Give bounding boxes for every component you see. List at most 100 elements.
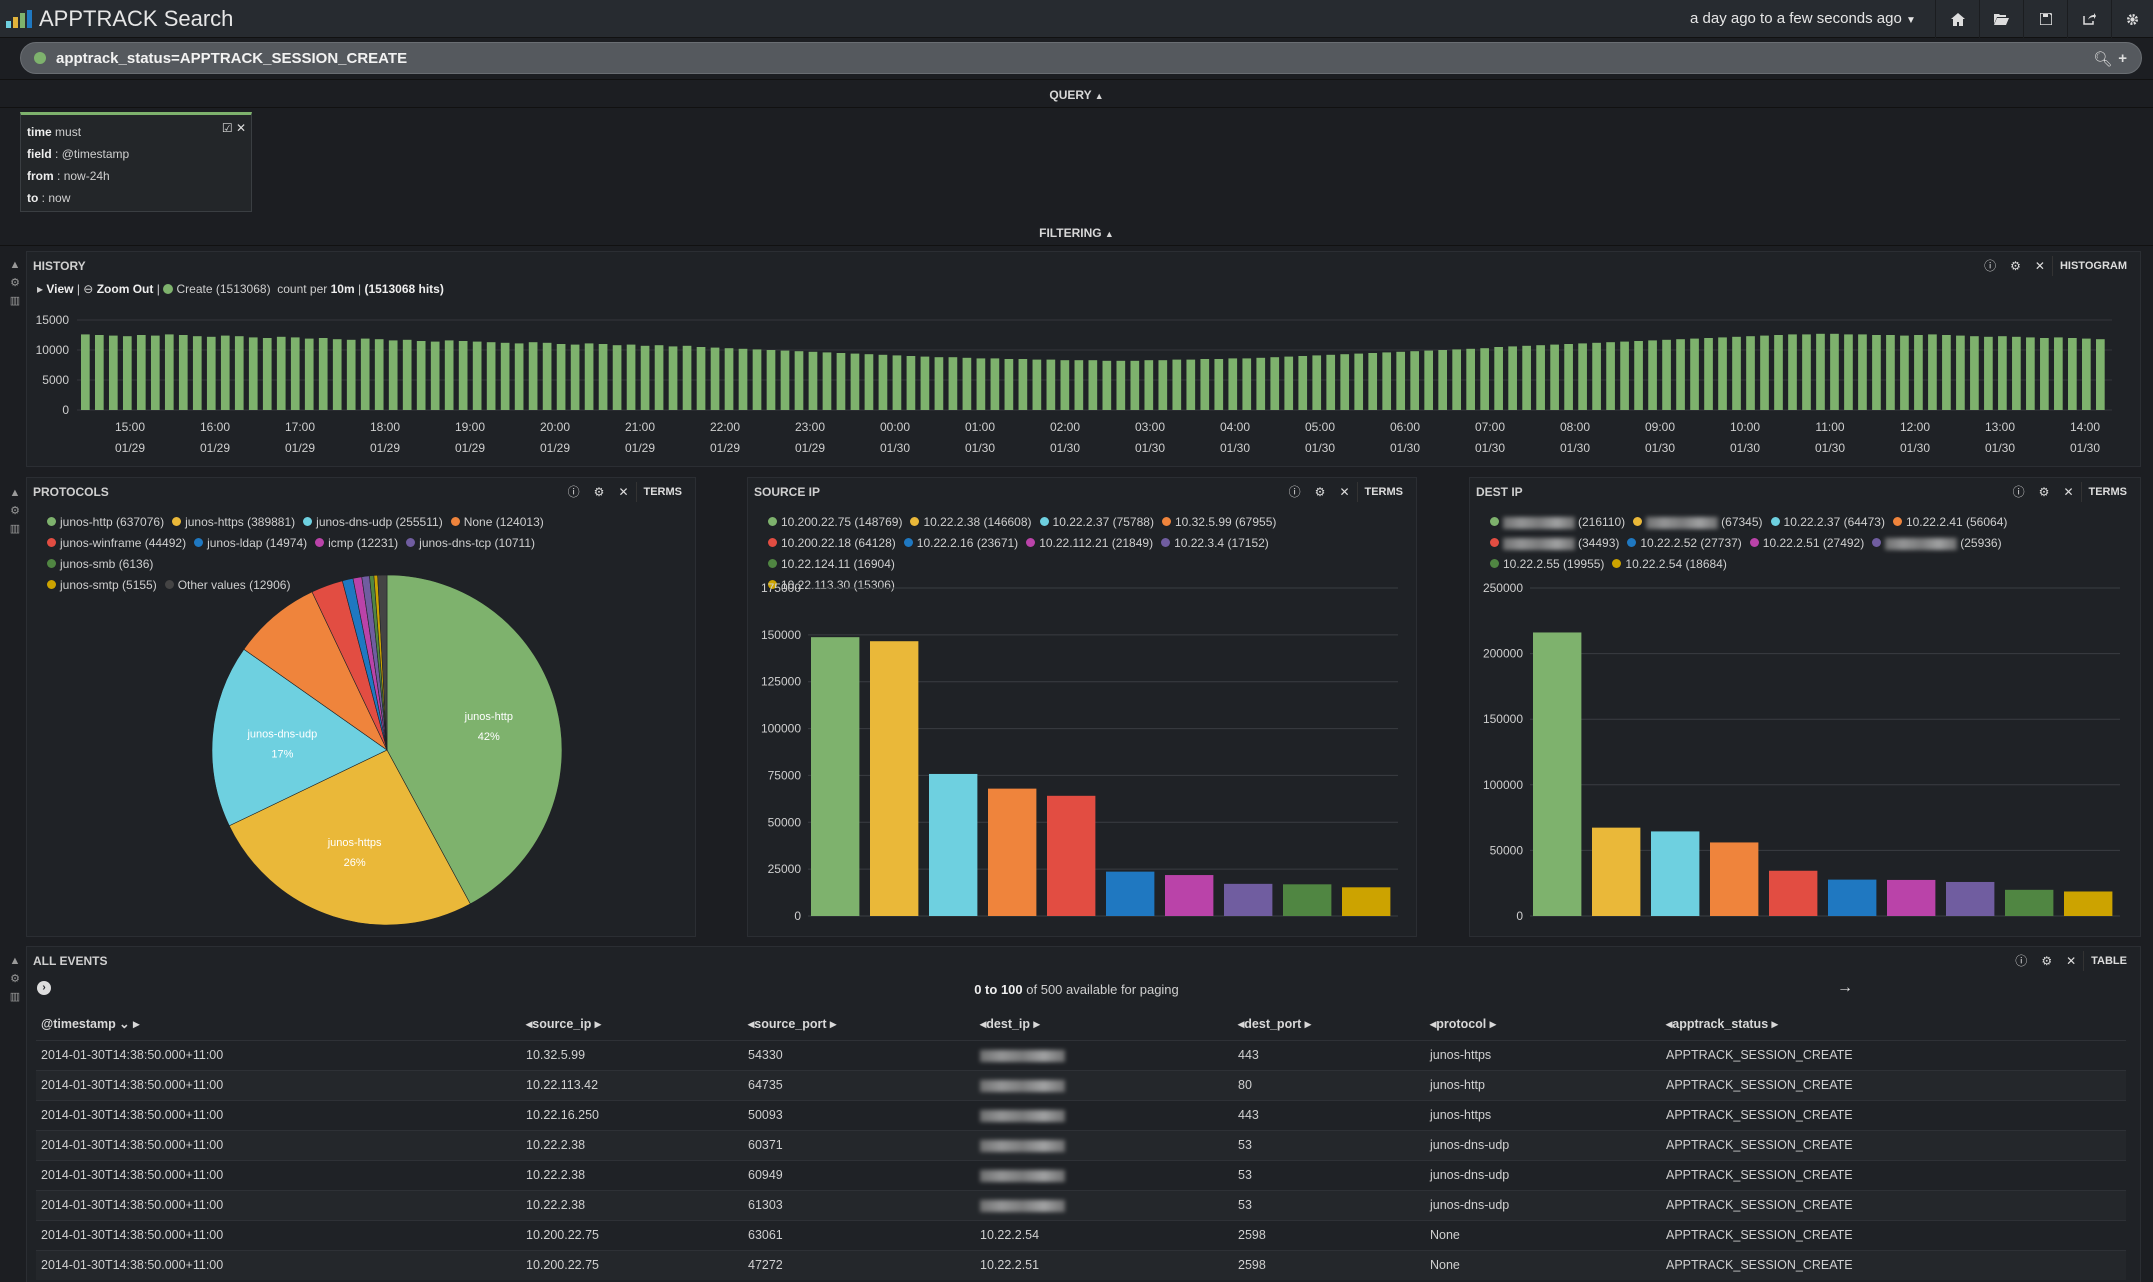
histogram-bar[interactable] (640, 345, 650, 410)
histogram-bar[interactable] (1886, 335, 1895, 410)
histogram-bar[interactable] (1242, 358, 1252, 410)
histogram-bar[interactable] (2068, 338, 2077, 410)
info-icon[interactable]: ⓘ (1984, 259, 1997, 273)
histogram-bar[interactable] (514, 343, 524, 410)
histogram-bar[interactable] (1298, 356, 1308, 410)
histogram-bar[interactable] (234, 336, 244, 410)
histogram-bar[interactable] (2040, 338, 2049, 410)
histogram-bar[interactable] (612, 345, 622, 410)
bar-10-22-2-54[interactable] (2064, 891, 2113, 916)
histogram-bar[interactable] (1648, 340, 1657, 410)
histogram-bar[interactable] (850, 353, 860, 410)
histogram-bar[interactable] (1704, 338, 1713, 410)
histogram-bar[interactable] (374, 339, 384, 410)
close-icon[interactable]: ✕ (235, 121, 246, 135)
histogram-bar[interactable] (1060, 360, 1070, 410)
table-row[interactable]: 2014-01-30T14:38:50.000+11:00 10.22.2.38 6… (36, 1159, 2126, 1190)
histogram-bar[interactable] (864, 354, 874, 410)
column-header-source-ip[interactable]: ◂source_ip ▸ (526, 1017, 602, 1032)
histogram-bar[interactable] (81, 334, 90, 410)
histogram-bar[interactable] (682, 345, 692, 410)
histogram-bar[interactable] (500, 342, 510, 410)
legend-item[interactable]: junos-dns-tcp (10711) (406, 533, 535, 554)
histogram-bar[interactable] (1074, 360, 1084, 410)
bar-10-200-22-18[interactable] (1047, 795, 1096, 916)
histogram-bar[interactable] (1270, 357, 1280, 410)
histogram-bar[interactable] (1354, 353, 1364, 410)
gear-icon[interactable]: ⚙ (1314, 485, 1326, 499)
histogram-bar[interactable] (1452, 349, 1461, 410)
histogram-bar[interactable] (122, 336, 132, 410)
legend-item[interactable]: 10.22.112.21 (21849) (1026, 533, 1153, 554)
histogram-bar[interactable] (1116, 360, 1126, 410)
histogram-bar[interactable] (1760, 335, 1769, 410)
histogram-bar[interactable] (1340, 354, 1350, 410)
legend-item[interactable]: junos-ldap (14974) (194, 533, 307, 554)
histogram-bar[interactable] (1816, 333, 1825, 410)
pie-slice-junos-http[interactable] (386, 574, 563, 905)
legend-item[interactable]: junos-smtp (5155) (47, 575, 157, 596)
toggle-filter-icon[interactable]: ☑ (221, 121, 233, 135)
histogram-bar[interactable] (108, 335, 118, 410)
bar-10-22-2-52[interactable] (1828, 879, 1877, 916)
histogram-bar[interactable] (1732, 336, 1741, 410)
histogram-bar[interactable] (976, 358, 986, 410)
series-legend-label[interactable]: Create (1513068) (176, 282, 271, 296)
legend-item[interactable]: 10.22.2.16 (23671) (903, 533, 1018, 554)
histogram-bar[interactable] (2012, 336, 2021, 410)
bar-10-22-124-11[interactable] (1283, 884, 1332, 916)
table-row[interactable]: 2014-01-30T14:38:50.000+11:00 10.22.16.25… (36, 1099, 2126, 1130)
histogram-bar[interactable] (192, 336, 202, 410)
histogram-bar[interactable] (164, 334, 174, 410)
add-query-icon[interactable]: + (2118, 50, 2127, 67)
histogram-bar[interactable] (1284, 356, 1294, 410)
legend-item[interactable]: junos-https (389881) (172, 512, 295, 533)
histogram-bar[interactable] (1592, 342, 1601, 410)
histogram-bar[interactable] (318, 338, 328, 410)
histogram-bar[interactable] (248, 337, 258, 410)
close-icon[interactable]: ✕ (2063, 485, 2074, 499)
bar-10-22-2-37[interactable] (1651, 831, 1700, 916)
histogram-bar[interactable] (1746, 336, 1755, 410)
legend-item[interactable]: (34493) (1490, 533, 1619, 554)
histogram-bar[interactable] (178, 335, 188, 410)
legend-item[interactable]: junos-http (637076) (47, 512, 164, 533)
histogram-bar[interactable] (2082, 338, 2091, 410)
histogram-bar[interactable] (1046, 359, 1056, 410)
histogram-bar[interactable] (780, 350, 790, 410)
close-icon[interactable]: ✕ (1339, 485, 1350, 499)
histogram-bar[interactable] (94, 335, 104, 410)
columns-icon[interactable]: ▥ (9, 295, 21, 307)
bar-10-32-5-99[interactable] (988, 788, 1037, 916)
histogram-bar[interactable] (1578, 343, 1587, 410)
histogram-bar[interactable] (626, 344, 636, 410)
table-row[interactable]: 2014-01-30T14:38:50.000+11:00 10.200.22.7… (36, 1249, 2126, 1280)
histogram-bar[interactable] (1998, 336, 2007, 410)
histogram-bar[interactable] (2026, 337, 2035, 410)
table-row[interactable]: 2014-01-30T14:38:50.000+11:00 10.22.113.4… (36, 1069, 2126, 1100)
histogram-bar[interactable] (1522, 345, 1531, 410)
histogram-bar[interactable] (1032, 359, 1042, 410)
histogram-bar[interactable] (1410, 351, 1420, 410)
filtering-section-toggle[interactable]: FILTERING ▲ (0, 220, 2153, 246)
legend-item[interactable]: 10.22.2.37 (75788) (1039, 512, 1154, 533)
histogram-bar[interactable] (1900, 335, 1909, 410)
bar-10-22-112-21[interactable] (1165, 875, 1214, 916)
histogram-bar[interactable] (444, 340, 454, 410)
zoom-out-button[interactable]: ⊖ Zoom Out (83, 282, 153, 296)
histogram-bar[interactable] (262, 338, 272, 410)
bar-10-22-2-38[interactable] (870, 641, 919, 916)
pie-slice-junos-dns-udp[interactable] (211, 648, 388, 827)
gear-icon[interactable]: ⚙ (2010, 259, 2021, 273)
histogram-bar[interactable] (1662, 339, 1671, 410)
query-text[interactable]: apptrack_status=APPTRACK_SESSION_CREATE (56, 49, 408, 67)
columns-icon[interactable]: ▥ (9, 523, 21, 535)
histogram-bar[interactable] (892, 355, 902, 410)
histogram-bar[interactable] (2096, 339, 2105, 410)
table-row[interactable]: 2014-01-30T14:38:50.000+11:00 10.22.2.38 6… (36, 1129, 2126, 1160)
table-row[interactable]: 2014-01-30T14:38:50.000+11:00 10.200.22.7… (36, 1219, 2126, 1250)
histogram-bar[interactable] (1984, 336, 1993, 410)
histogram-bar[interactable] (1186, 359, 1196, 410)
histogram-bar[interactable] (1620, 341, 1629, 410)
columns-icon[interactable]: ▥ (9, 991, 21, 1003)
